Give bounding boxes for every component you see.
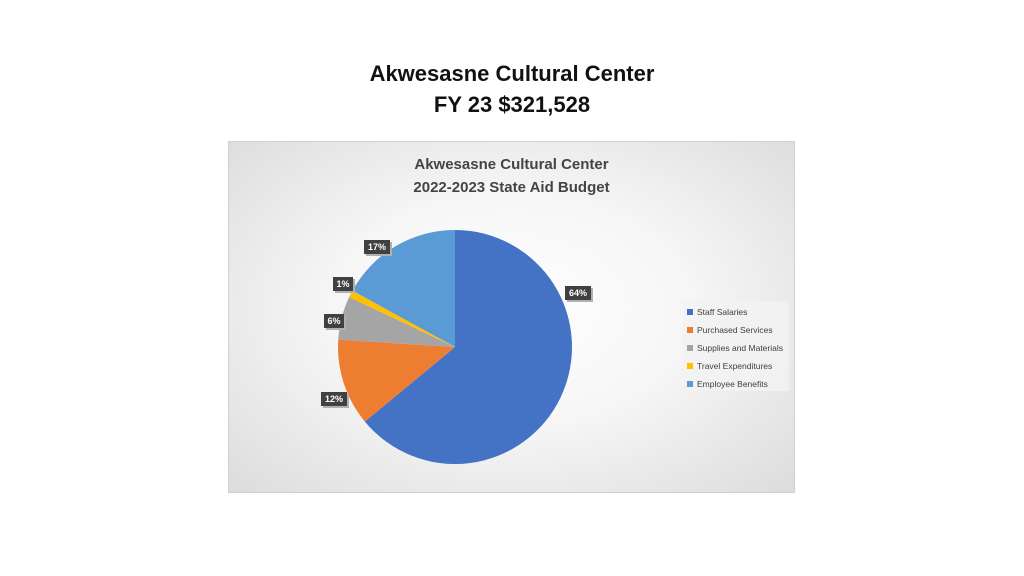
legend-swatch (687, 345, 693, 351)
legend-swatch (687, 327, 693, 333)
pie-slice-supplies-and-materials (338, 297, 455, 347)
svg-text:1%: 1% (336, 279, 349, 289)
svg-text:64%: 64% (569, 288, 587, 298)
legend-item-supplies-and-materials: Supplies and Materials (687, 339, 789, 357)
slide-title-line-2: FY 23 $321,528 (433, 92, 591, 117)
legend-item-purchased-services: Purchased Services (687, 321, 789, 339)
legend-item-employee-benefits: Employee Benefits (687, 375, 789, 393)
chart-title-line-2: 2022-2023 State Aid Budget (413, 179, 610, 196)
data-label-travel-expenditures: 1% (333, 277, 355, 293)
legend-item-staff-salaries: Staff Salaries (687, 303, 789, 321)
pie-slice-travel-expenditures (349, 290, 455, 347)
chart-title: Akwesasne Cultural Center 2022-2023 Stat… (229, 153, 794, 199)
pie-slice-employee-benefits (352, 230, 455, 347)
data-label-supplies-and-materials: 6% (324, 314, 346, 330)
slide-title: Akwesasne Cultural Center FY 23 $321,528 (0, 58, 1024, 120)
legend-label: Staff Salaries (697, 307, 748, 317)
legend-label: Purchased Services (697, 325, 773, 335)
pie-chart: 64% 12% 6% 1% 17% Akwesasne Cultural Center … (228, 141, 795, 493)
chart-legend: Staff Salaries Purchased Services Supplies… (683, 301, 789, 391)
legend-swatch (687, 381, 693, 387)
svg-text:6%: 6% (327, 316, 340, 326)
legend-item-travel-expenditures: Travel Expenditures (687, 357, 789, 375)
legend-label: Travel Expenditures (697, 361, 773, 371)
legend-label: Supplies and Materials (697, 343, 783, 353)
slide-title-line-1: Akwesasne Cultural Center (369, 61, 655, 86)
legend-swatch (687, 309, 693, 315)
data-label-purchased-services: 12% (321, 392, 349, 408)
chart-title-line-1: Akwesasne Cultural Center (414, 156, 609, 173)
data-label-employee-benefits: 17% (364, 240, 392, 256)
svg-text:12%: 12% (325, 394, 343, 404)
data-label-staff-salaries: 64% (565, 286, 593, 302)
pie-chart-canvas: 64% 12% 6% 1% 17% (321, 230, 593, 464)
svg-text:17%: 17% (368, 242, 386, 252)
legend-swatch (687, 363, 693, 369)
legend-label: Employee Benefits (697, 379, 768, 389)
pie-slice-staff-salaries (364, 230, 572, 464)
pie-slice-purchased-services (338, 339, 455, 422)
